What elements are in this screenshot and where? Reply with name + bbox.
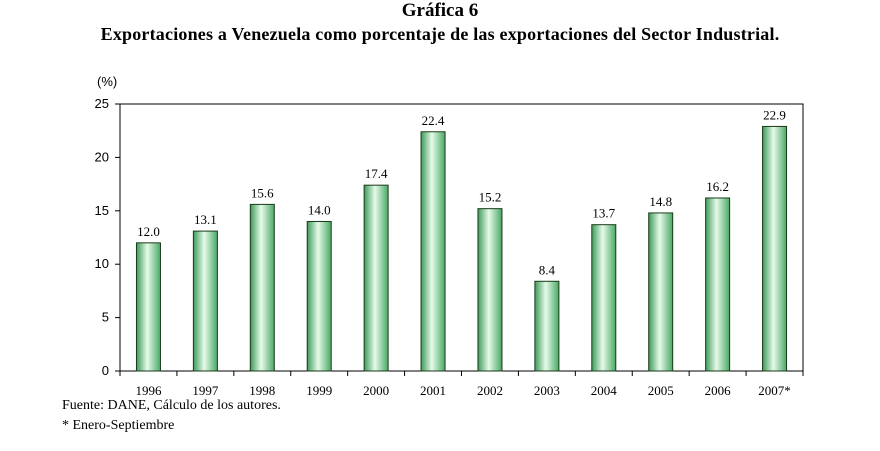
x-tick-label: 2006 [705,383,732,398]
bar [591,224,617,372]
data-label: 13.1 [194,212,217,227]
bar [420,131,446,372]
y-tick-label: 15 [95,203,109,218]
x-tick-label: 2003 [534,383,560,398]
data-label: 22.4 [422,113,445,128]
bar [192,230,218,372]
x-tick-label: 2007* [758,383,791,398]
x-tick-label: 1999 [306,383,332,398]
data-label: 17.4 [365,166,388,181]
plot-area: 0 5 10 15 20 25 12.0 1996 13.1 1997 15.6 1998 14.0 19… [95,96,804,398]
x-tick-label: 1997 [192,383,219,398]
bar [477,208,503,372]
plot-frame [119,103,804,372]
data-label: 12.0 [137,224,160,239]
x-tick-label: 2005 [648,383,674,398]
data-label: 14.0 [308,202,331,217]
bar [762,125,788,372]
data-label: 14.8 [649,194,672,209]
y-tick-label: 25 [95,96,109,111]
data-label: 16.2 [706,179,729,194]
bar [249,203,275,372]
y-tick-label: 5 [102,310,109,325]
data-label: 22.9 [763,107,786,122]
footnote: * Enero-Septiembre [62,418,175,433]
bar [135,242,161,372]
bar [705,197,731,372]
x-tick-label: 2001 [420,383,446,398]
bar [648,212,674,372]
y-tick-label: 20 [95,149,109,164]
chart-number: Gráfica 6 [401,0,479,21]
x-tick-label: 2000 [363,383,389,398]
chart-title: Exportaciones a Venezuela como porcentaj… [100,24,780,44]
x-tick-label: 2002 [477,383,503,398]
bar [306,220,332,372]
source-note: Fuente: DANE, Cálculo de los autores. [62,398,281,413]
y-axis-label: (%) [97,74,117,89]
bar [363,184,389,372]
data-label: 15.6 [251,185,274,200]
data-label: 15.2 [479,190,502,205]
x-tick-label: 1998 [249,383,275,398]
data-label: 8.4 [539,262,556,277]
bar [534,280,560,372]
y-tick-label: 0 [102,363,109,378]
y-tick-label: 10 [95,256,109,271]
x-tick-label: 1996 [135,383,162,398]
x-tick-label: 2004 [591,383,618,398]
data-label: 13.7 [592,206,615,221]
